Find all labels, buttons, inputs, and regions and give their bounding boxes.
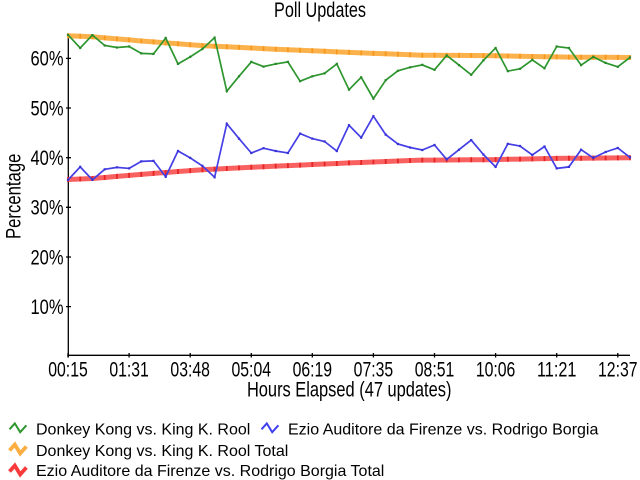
svg-text:Hours Elapsed (47 updates): Hours Elapsed (47 updates) — [247, 378, 452, 401]
svg-text:20%: 20% — [31, 246, 64, 269]
svg-text:40%: 40% — [31, 147, 64, 170]
svg-text:10%: 10% — [31, 296, 64, 319]
svg-text:10:06: 10:06 — [476, 359, 516, 382]
svg-text:60%: 60% — [31, 48, 64, 71]
svg-text:01:31: 01:31 — [109, 359, 149, 382]
svg-text:11:21: 11:21 — [537, 359, 577, 382]
svg-text:Percentage: Percentage — [3, 154, 26, 239]
svg-text:12:37: 12:37 — [598, 359, 638, 382]
svg-text:07:35: 07:35 — [354, 359, 394, 382]
svg-text:Donkey Kong vs. King K. Rool: Donkey Kong vs. King K. Rool — [36, 422, 250, 439]
svg-text:03:48: 03:48 — [170, 359, 210, 382]
svg-text:06:19: 06:19 — [293, 359, 333, 382]
svg-text:00:15: 00:15 — [48, 359, 88, 382]
svg-text:08:51: 08:51 — [415, 359, 455, 382]
svg-text:50%: 50% — [31, 97, 64, 120]
svg-text:30%: 30% — [31, 197, 64, 220]
svg-text:05:04: 05:04 — [232, 359, 272, 382]
svg-text:Ezio Auditore da Firenze vs. R: Ezio Auditore da Firenze vs. Rodrigo Bor… — [36, 463, 384, 480]
svg-text:Poll Updates: Poll Updates — [274, 0, 366, 22]
svg-text:Donkey Kong vs. King K. Rool T: Donkey Kong vs. King K. Rool Total — [36, 443, 288, 460]
svg-text:Ezio Auditore da Firenze vs. R: Ezio Auditore da Firenze vs. Rodrigo Bor… — [288, 422, 598, 439]
